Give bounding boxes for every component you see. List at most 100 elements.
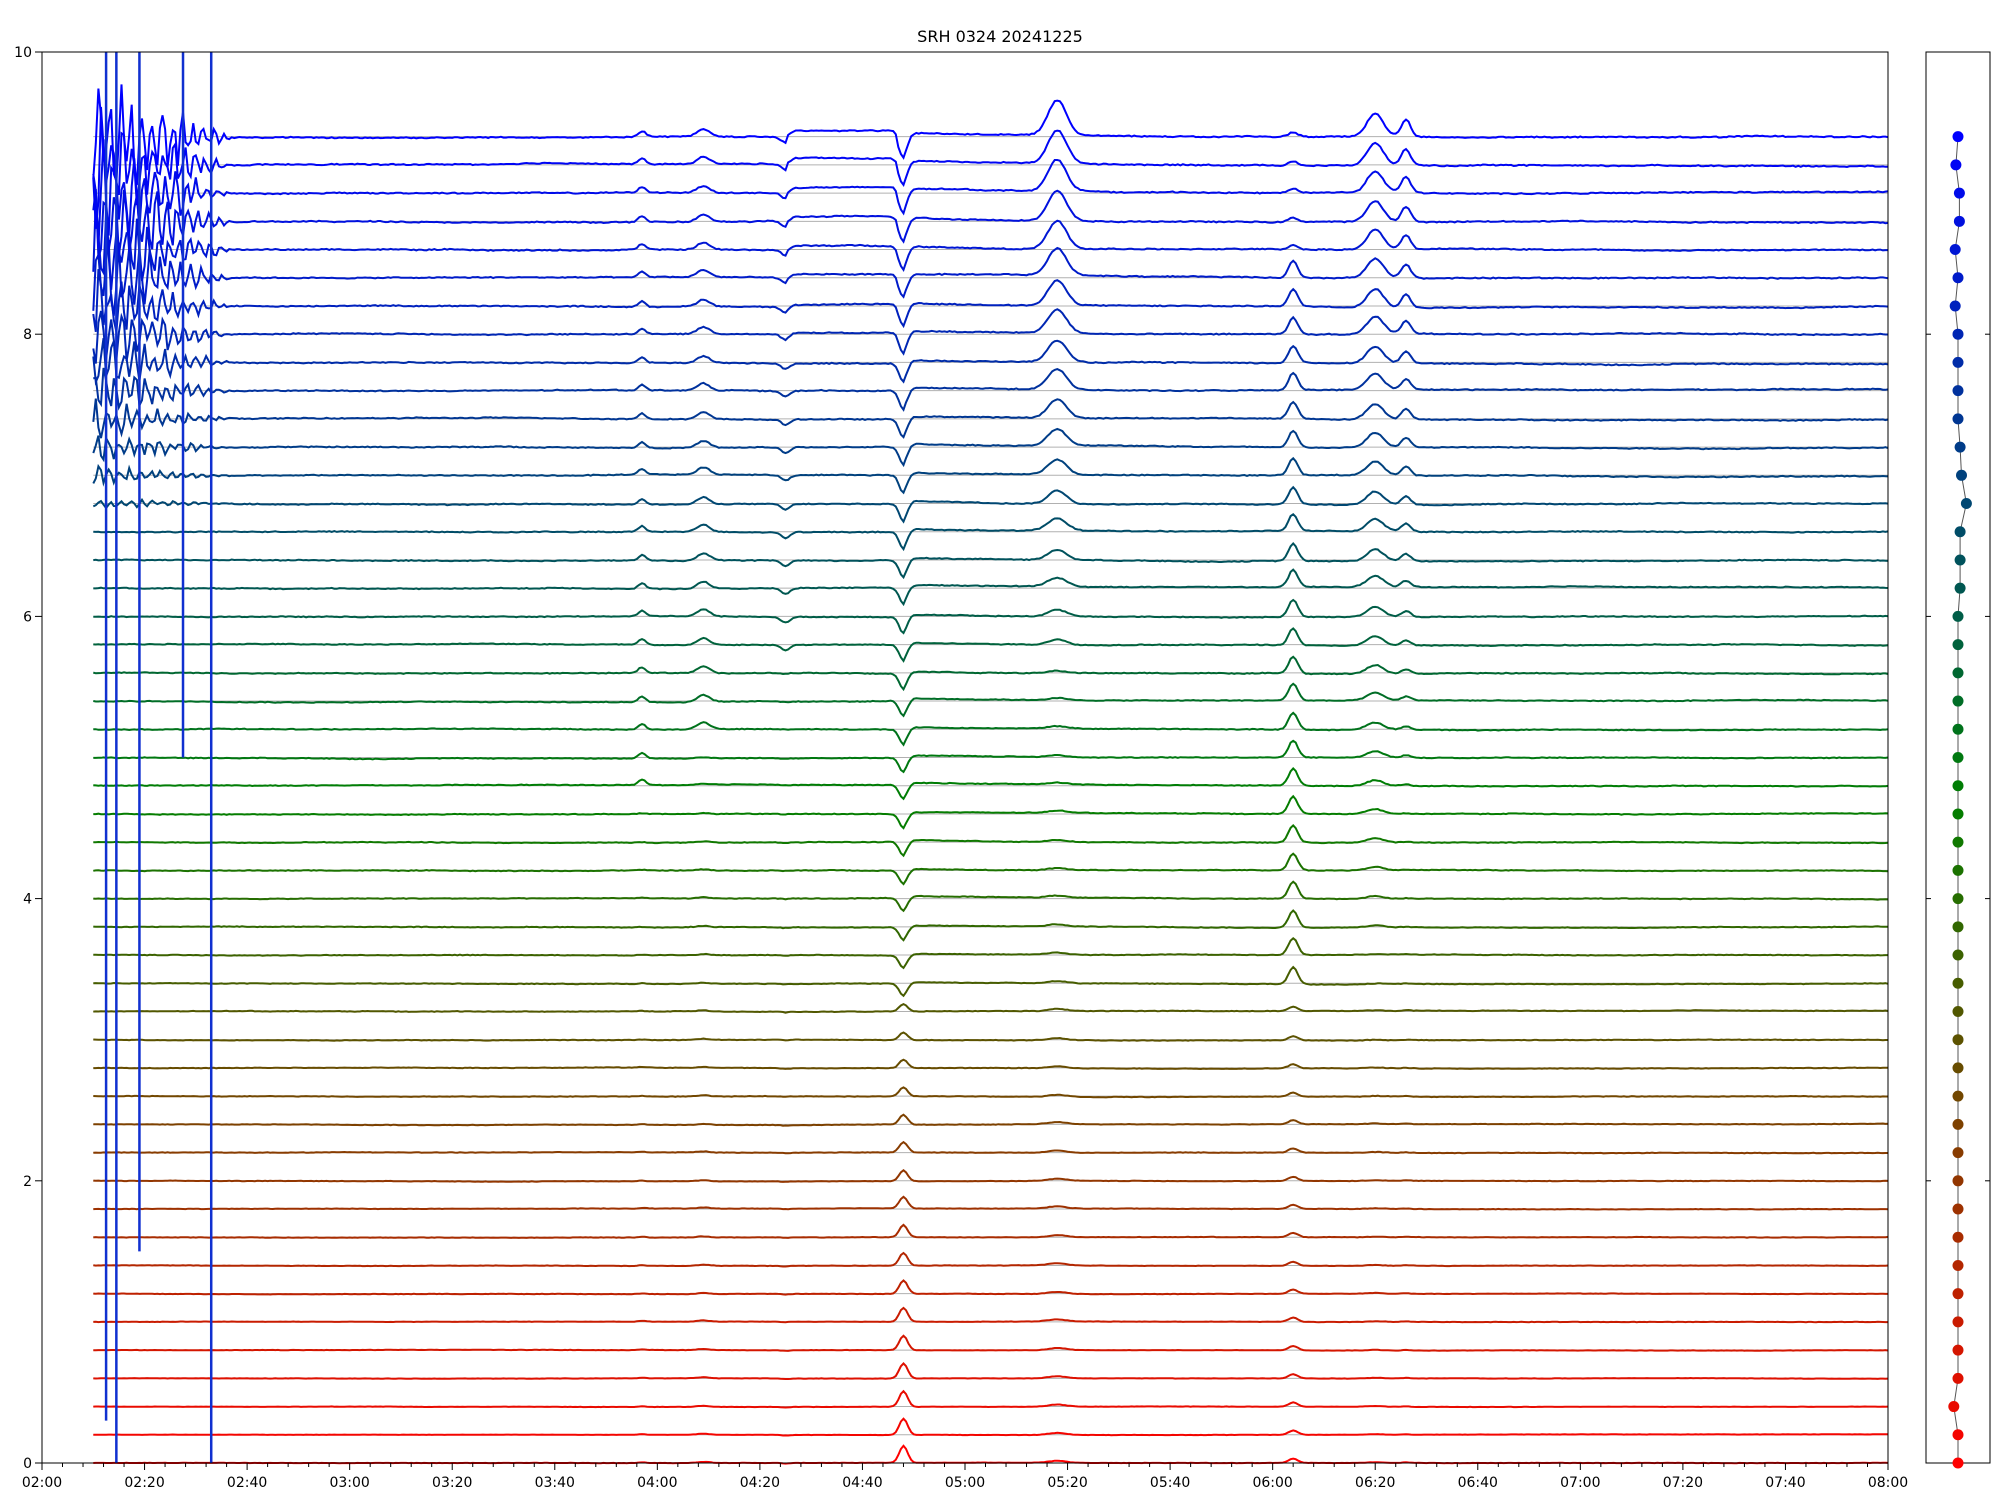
side-point-11: [1952, 1147, 1964, 1159]
trace-40: [92, 308, 1888, 364]
side-point-19: [1952, 921, 1964, 933]
side-point-8: [1952, 1231, 1964, 1243]
side-point-41: [1949, 300, 1961, 312]
early-spikes: [104, 52, 213, 1463]
side-point-30: [1952, 610, 1964, 622]
side-point-24: [1952, 780, 1964, 792]
x-tick-label-9: 05:00: [945, 1475, 985, 1491]
trace-28: [93, 655, 1889, 692]
y-tick-label-2: 4: [23, 892, 32, 908]
trace-21: [93, 852, 1889, 886]
side-point-42: [1952, 272, 1964, 284]
side-point-16: [1952, 1005, 1964, 1017]
side-point-15: [1952, 1034, 1964, 1046]
trace-14: [93, 1058, 1889, 1071]
x-tick-label-7: 04:20: [740, 1475, 780, 1491]
trace-27: [93, 682, 1889, 718]
trace-baselines: [93, 136, 1888, 1464]
trace-25: [93, 739, 1889, 774]
side-point-38: [1952, 385, 1964, 397]
trace-20: [93, 880, 1889, 913]
trace-16: [93, 1002, 1889, 1014]
side-point-28: [1952, 667, 1964, 679]
side-point-25: [1952, 752, 1964, 763]
side-point-32: [1954, 554, 1966, 566]
y-tick-label-4: 8: [23, 327, 32, 343]
trace-41: [92, 269, 1889, 333]
side-point-7: [1952, 1259, 1964, 1271]
trace-44: [92, 188, 1889, 258]
side-point-47: [1952, 131, 1964, 143]
trace-5: [93, 1306, 1888, 1324]
trace-42: [92, 239, 1889, 316]
side-point-4: [1952, 1344, 1964, 1356]
side-point-43: [1949, 244, 1961, 256]
trace-38: [93, 367, 1889, 412]
trace-2: [93, 1389, 1889, 1409]
x-tick-label-18: 08:00: [1868, 1475, 1908, 1491]
x-tick-label-12: 06:00: [1252, 1475, 1292, 1491]
side-point-34: [1960, 498, 1972, 510]
side-point-12: [1952, 1118, 1964, 1130]
x-axis: 02:00 02:20 02:40 03:00 03:20 03:40 04:00 04:20…: [22, 1463, 1908, 1491]
x-tick-label-5: 03:40: [535, 1475, 575, 1491]
y-tick-label-1: 2: [23, 1174, 32, 1190]
x-tick-label-0: 02:00: [22, 1475, 62, 1491]
side-point-17: [1952, 977, 1964, 989]
trace-6: [93, 1279, 1888, 1296]
side-point-14: [1952, 1062, 1964, 1074]
side-point-29: [1952, 639, 1964, 651]
trace-17: [93, 965, 1889, 998]
x-tick-label-1: 02:20: [124, 1475, 164, 1491]
side-point-44: [1953, 215, 1965, 227]
side-point-45: [1953, 187, 1965, 199]
trace-24: [93, 766, 1889, 801]
trace-43: [92, 199, 1888, 290]
x-tick-label-14: 06:40: [1458, 1475, 1498, 1491]
x-tick-label-15: 07:00: [1560, 1475, 1600, 1491]
trace-13: [93, 1086, 1888, 1099]
trace-11: [93, 1140, 1888, 1155]
trace-36: [92, 427, 1889, 468]
side-point-31: [1954, 582, 1966, 594]
trace-31: [93, 568, 1889, 607]
y-tick-label-0: 0: [23, 1456, 32, 1472]
side-point-10: [1952, 1175, 1964, 1187]
side-point-26: [1952, 723, 1964, 735]
side-point-37: [1952, 413, 1964, 425]
side-point-21: [1952, 864, 1964, 876]
y-axis: 0 2 4 6 8 10: [14, 45, 42, 1472]
side-point-40: [1952, 328, 1964, 340]
trace-30: [93, 598, 1889, 635]
x-tick-label-10: 05:20: [1047, 1475, 1087, 1491]
side-point-36: [1954, 441, 1966, 453]
chart-title: SRH 0324 20241225: [917, 27, 1083, 46]
side-point-27: [1952, 695, 1964, 707]
side-point-33: [1954, 526, 1966, 538]
trace-10: [93, 1169, 1889, 1183]
trace-9: [93, 1195, 1889, 1211]
side-point-5: [1952, 1316, 1964, 1328]
side-point-46: [1950, 159, 1962, 171]
x-tick-label-4: 03:20: [432, 1475, 472, 1491]
x-tick-label-2: 02:40: [227, 1475, 267, 1491]
trace-45: [92, 139, 1889, 248]
traces: [92, 84, 1889, 1465]
trace-37: [92, 398, 1889, 439]
trace-1: [93, 1417, 1888, 1437]
x-tick-label-3: 03:00: [329, 1475, 369, 1491]
trace-7: [93, 1251, 1889, 1268]
side-point-22: [1952, 836, 1964, 848]
side-point-20: [1952, 893, 1964, 905]
side-point-3: [1952, 1372, 1964, 1384]
side-point-2: [1948, 1401, 1960, 1413]
trace-8: [93, 1223, 1889, 1239]
x-tick-label-17: 07:40: [1765, 1475, 1805, 1491]
side-point-0: [1952, 1457, 1964, 1469]
trace-35: [92, 456, 1889, 495]
trace-22: [93, 823, 1889, 858]
side-point-9: [1952, 1203, 1964, 1215]
side-point-13: [1952, 1090, 1964, 1102]
trace-29: [93, 627, 1889, 663]
x-tick-label-13: 06:20: [1355, 1475, 1395, 1491]
